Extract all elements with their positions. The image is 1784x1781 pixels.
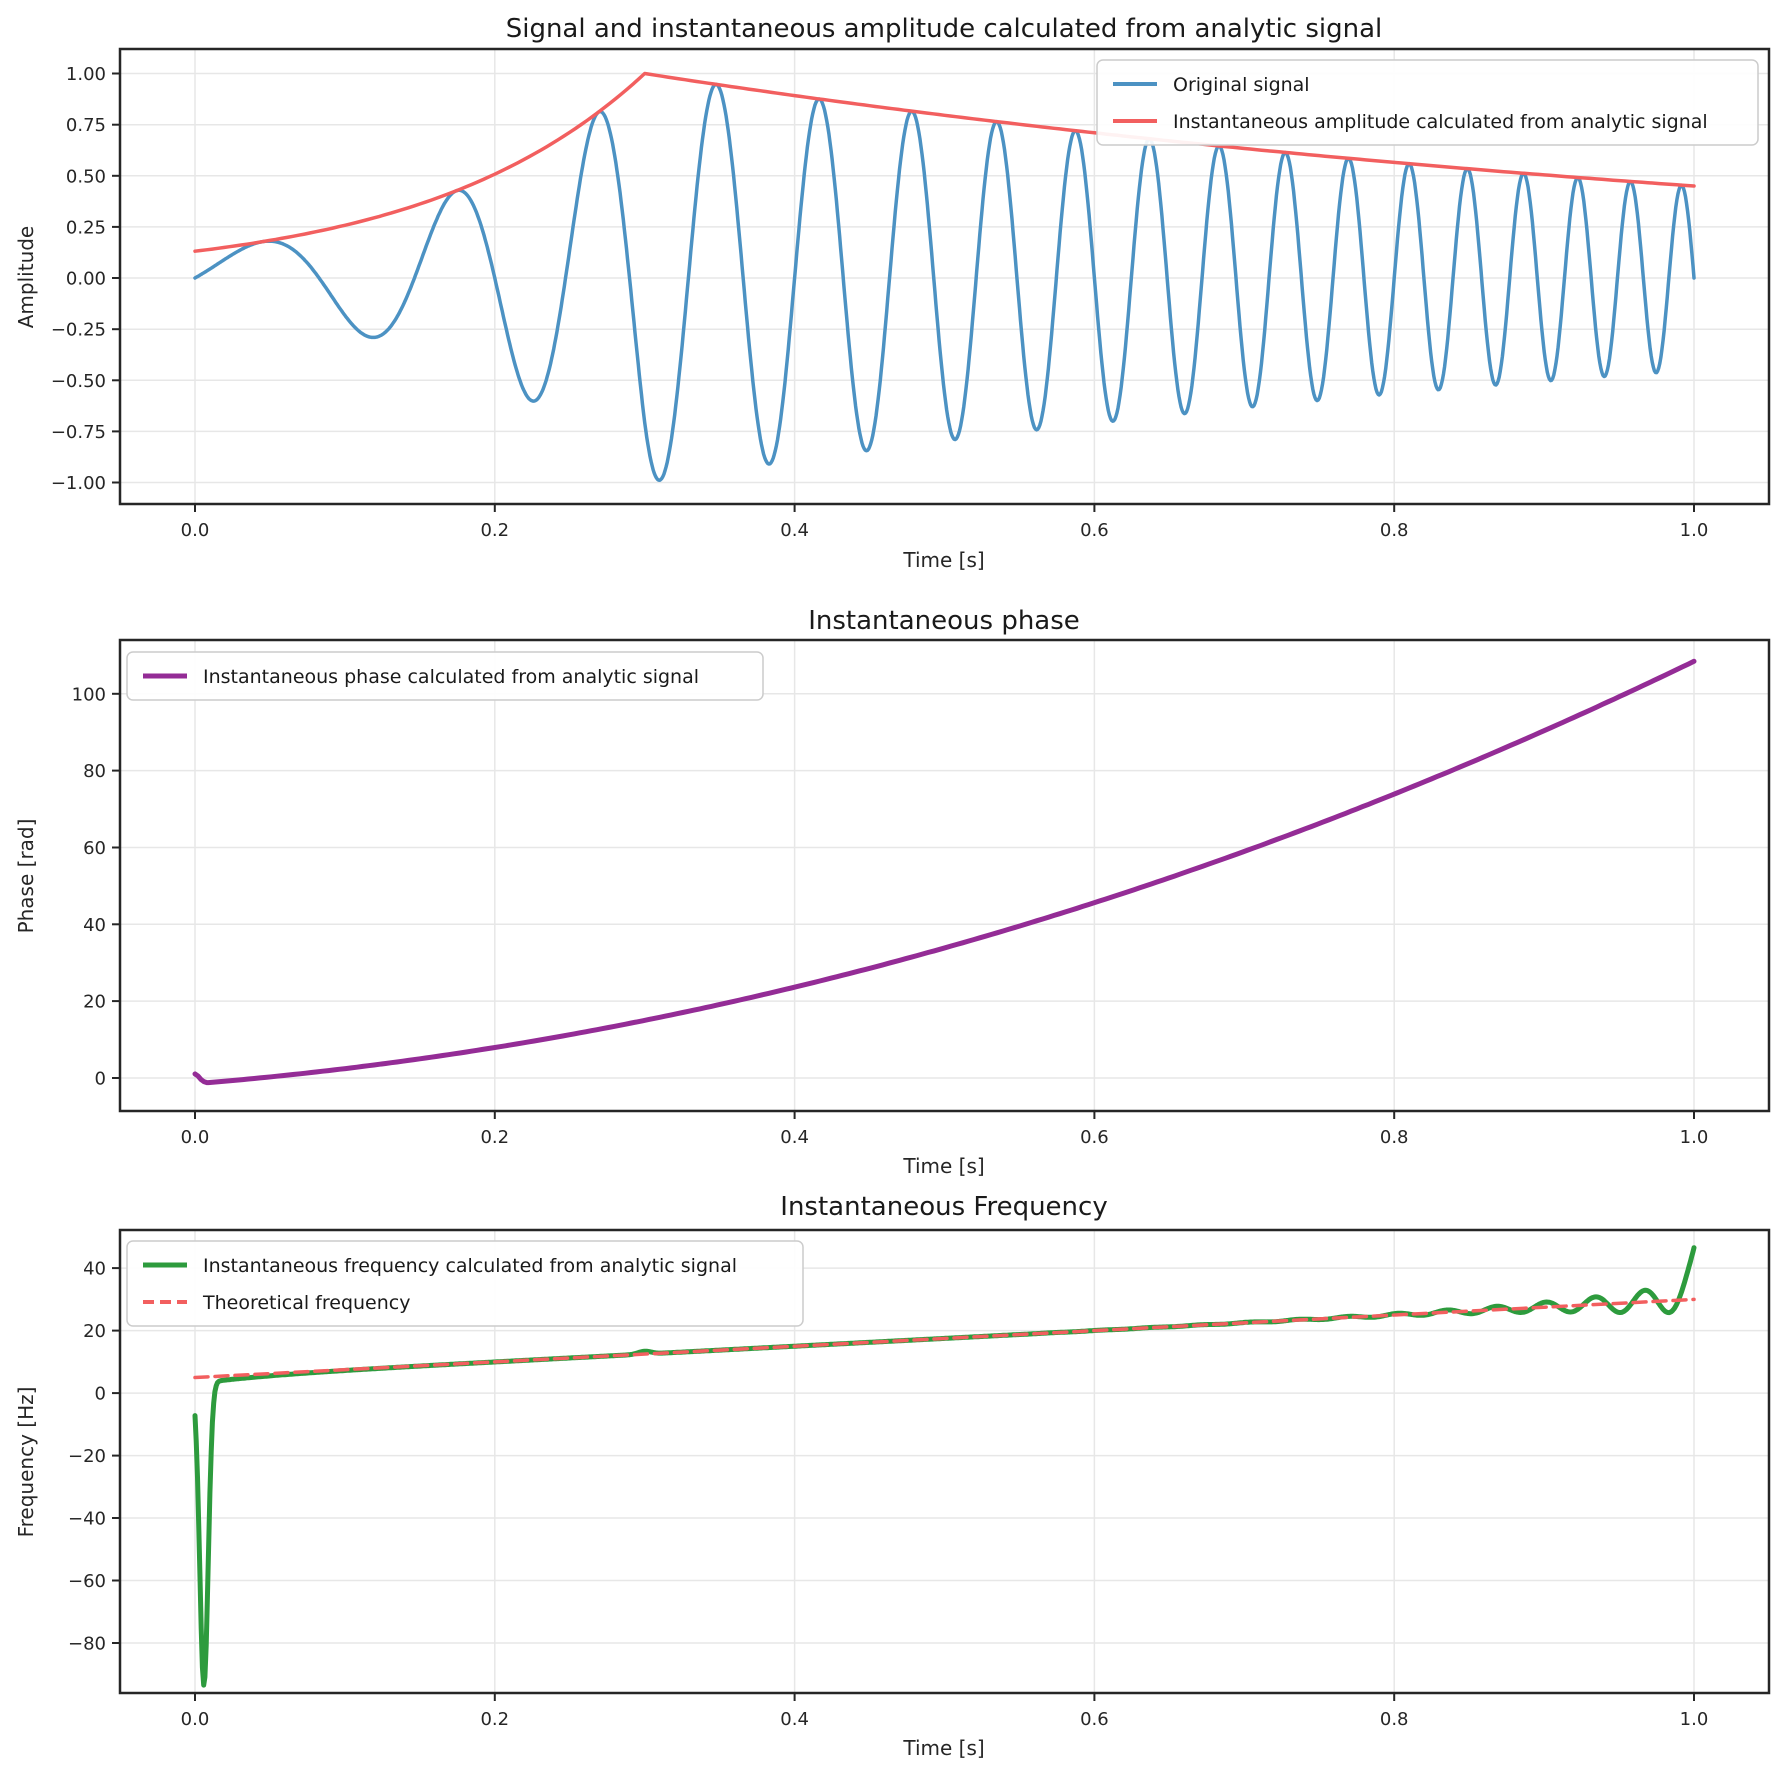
- series-original-signal: [193, 82, 1696, 482]
- x-tick-label: 0.8: [1380, 1709, 1409, 1730]
- y-tick-label: −1.00: [51, 473, 106, 494]
- x-tick-label: 0.8: [1380, 520, 1409, 541]
- y-tick-label: 40: [83, 915, 106, 936]
- plot-border: [118, 1228, 1771, 1695]
- y-tick-label: −60: [68, 1571, 106, 1592]
- y-tick-label: 0.00: [66, 269, 106, 290]
- legend-instantaneous-phase: Instantaneous phase calculated from anal…: [126, 651, 764, 701]
- legend-label: Original signal: [1173, 74, 1310, 96]
- x-axis-label-phase: Time [s]: [903, 1154, 985, 1178]
- y-axis-label-frequency: Frequency [Hz]: [14, 1386, 38, 1538]
- x-tick-label: 0.2: [480, 1709, 509, 1730]
- y-tick-label: 80: [83, 761, 106, 782]
- y-tick-label: −0.50: [51, 371, 106, 392]
- y-tick-label: 1.00: [66, 64, 106, 85]
- y-tick-label: −0.75: [51, 422, 106, 443]
- y-axis-label-amplitude: Amplitude: [14, 225, 38, 329]
- ticks-instantaneous-phase: 0.0 0.2 0.4 0.6 0.8 1.0 100 80 60 40 20 0: [72, 684, 1709, 1148]
- y-axis-label-phase: Phase [rad]: [14, 818, 38, 934]
- x-tick-label: 0.0: [181, 1127, 210, 1148]
- y-tick-label: 0: [95, 1069, 106, 1090]
- x-tick-label: 0.6: [1080, 1709, 1109, 1730]
- x-axis-label-frequency: Time [s]: [903, 1736, 985, 1760]
- plot-border: [118, 47, 1771, 506]
- legend-box: [126, 651, 764, 701]
- series-instantaneous-amplitude-calculated-from-analytic-signal: [193, 71, 1696, 253]
- plot-title-phase: Instantaneous phase: [808, 606, 1080, 636]
- grid-instantaneous-phase: [120, 640, 1769, 1111]
- y-tick-label: 0.25: [66, 217, 106, 238]
- series-theoretical-frequency: [193, 1297, 1696, 1380]
- ticks-signal-amplitude: 0.0 0.2 0.4 0.6 0.8 1.0 1.00 0.75 0.50 0.25 0.00 −0…: [51, 64, 1708, 541]
- legend-box: [1096, 59, 1759, 146]
- x-tick-label: 0.6: [1080, 520, 1109, 541]
- x-tick-label: 1.0: [1680, 1709, 1709, 1730]
- series-instantaneous-phase-calculated-from-analytic-signal: [192, 658, 1697, 1086]
- x-tick-label: 0.2: [480, 520, 509, 541]
- axes-instantaneous-frequency: 0.0 0.2 0.4 0.6 0.8 1.0 40 20 0 −20 −40 −60 −80 Insta…: [68, 1228, 1771, 1730]
- legend-label: Instantaneous phase calculated from anal…: [203, 666, 699, 688]
- y-tick-label: −0.25: [51, 320, 106, 341]
- y-tick-label: 40: [83, 1259, 106, 1280]
- x-tick-label: 0.4: [780, 1709, 809, 1730]
- x-tick-label: 1.0: [1680, 1127, 1709, 1148]
- legend-box: [126, 1240, 804, 1327]
- plot-border: [118, 638, 1771, 1113]
- x-tick-label: 0.4: [780, 1127, 809, 1148]
- x-tick-label: 0.8: [1380, 1127, 1409, 1148]
- legend-label: Instantaneous amplitude calculated from …: [1173, 111, 1708, 133]
- plot-title-frequency: Instantaneous Frequency: [780, 1192, 1108, 1222]
- y-tick-label: 20: [83, 992, 106, 1013]
- ticks-instantaneous-frequency: 0.0 0.2 0.4 0.6 0.8 1.0 40 20 0 −20 −40 −60 −80: [68, 1259, 1708, 1730]
- legend-label: Theoretical frequency: [202, 1292, 410, 1314]
- x-axis-label-signal: Time [s]: [903, 548, 985, 572]
- y-tick-label: −80: [68, 1634, 106, 1655]
- x-tick-label: 0.2: [480, 1127, 509, 1148]
- y-tick-label: 100: [72, 684, 106, 705]
- y-tick-label: 60: [83, 838, 106, 859]
- axes-instantaneous-phase: 0.0 0.2 0.4 0.6 0.8 1.0 100 80 60 40 20 0 Instantane…: [72, 638, 1771, 1148]
- legend-signal-amplitude: Original signal Instantaneous amplitude c…: [1096, 59, 1759, 146]
- y-tick-label: 0.75: [66, 115, 106, 136]
- legend-label: Instantaneous frequency calculated from …: [203, 1255, 737, 1277]
- x-tick-label: 0.0: [181, 1709, 210, 1730]
- y-tick-label: 0: [95, 1384, 106, 1405]
- x-tick-label: 0.0: [181, 520, 210, 541]
- plot-title-signal: Signal and instantaneous amplitude calcu…: [505, 14, 1383, 44]
- y-tick-label: 20: [83, 1321, 106, 1342]
- y-tick-label: −20: [68, 1446, 106, 1467]
- grid-instantaneous-frequency: [120, 1230, 1769, 1693]
- x-tick-label: 0.4: [780, 520, 809, 541]
- y-tick-label: 0.50: [66, 166, 106, 187]
- x-tick-label: 0.6: [1080, 1127, 1109, 1148]
- axes-signal-amplitude: 0.0 0.2 0.4 0.6 0.8 1.0 1.00 0.75 0.50 0.25 0.00 −0…: [51, 47, 1771, 541]
- y-tick-label: −40: [68, 1509, 106, 1530]
- x-tick-label: 1.0: [1680, 520, 1709, 541]
- legend-instantaneous-frequency: Instantaneous frequency calculated from …: [126, 1240, 804, 1327]
